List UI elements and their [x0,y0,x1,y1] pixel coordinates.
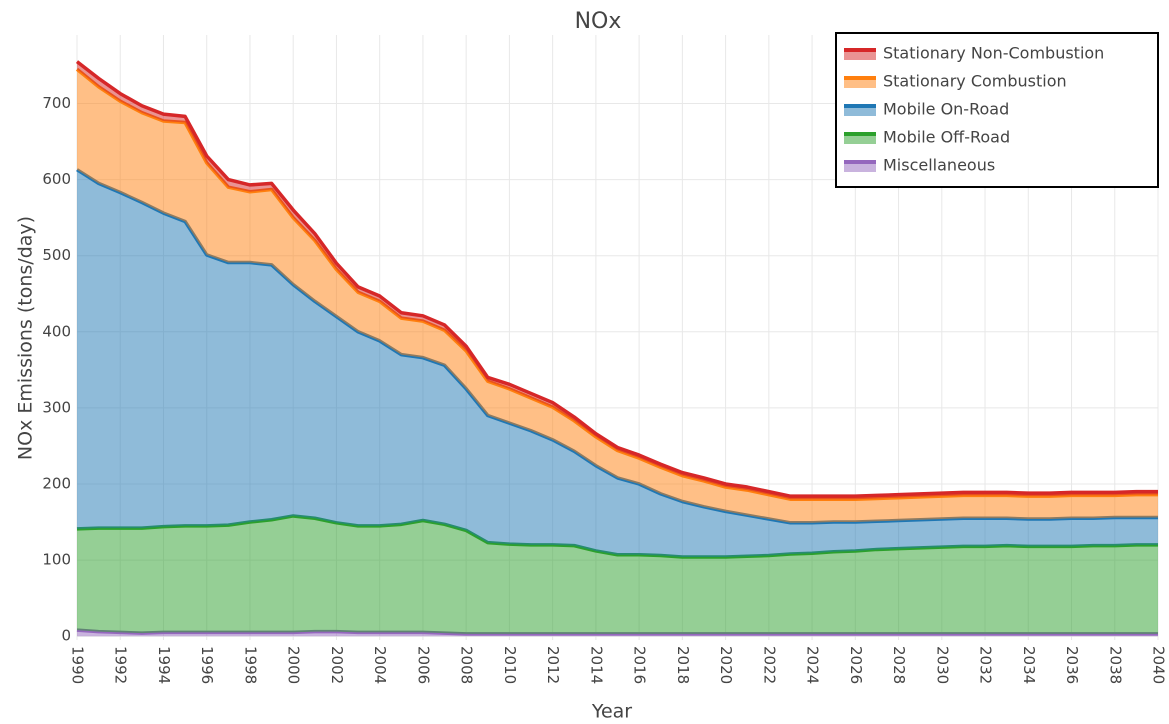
x-tick-label: 2006 [414,646,432,684]
y-tick-label: 600 [42,170,71,188]
area-line [75,60,1158,498]
x-tick-label: 2022 [760,646,778,684]
y-axis-title: NOx Emissions (tons/day) [15,216,37,460]
x-tick-label: 2040 [1150,646,1168,684]
x-tick-label: 2026 [847,646,865,684]
legend-label: Stationary Combustion [883,72,1067,91]
axes: 0 100 200 300 400 500 600 700 1990 1992 1994 1996 19… [42,94,1167,684]
x-tick-label: 1990 [69,646,87,684]
area [77,515,1158,634]
x-tick-label: 2030 [933,646,951,684]
x-tick-label: 2002 [328,646,346,684]
y-tick-label: 200 [42,474,71,492]
y-tick-label: 400 [42,322,71,340]
legend-box [835,32,1159,188]
x-tick-label: 1998 [241,646,259,684]
x-tick-label: 1996 [198,646,216,684]
y-tick-label: 700 [42,94,71,112]
x-tick-label: 2010 [501,646,519,684]
x-tick-label: 2004 [371,646,389,684]
x-tick-label: 2028 [890,646,908,684]
legend: Stationary Non-Combustion Stationary Comb… [835,32,1159,188]
chart-title: NOx [575,9,622,34]
x-tick-label: 2016 [631,646,649,684]
x-tick-label: 2034 [1020,646,1038,684]
y-tick-label: 0 [61,627,71,645]
x-tick-label: 2032 [977,646,995,684]
legend-label: Mobile Off-Road [883,128,1010,147]
x-tick-label: 2038 [1106,646,1124,684]
y-tick-label: 300 [42,398,71,416]
x-tick-label: 1994 [155,646,173,684]
legend-label: Stationary Non-Combustion [883,44,1104,63]
x-tick-label: 2012 [544,646,562,684]
x-tick-label: 2008 [458,646,476,684]
x-tick-label: 1992 [112,646,130,684]
area [77,169,1158,558]
plot [75,60,1158,637]
y-tick-label: 500 [42,246,71,264]
x-tick-label: 2014 [587,646,605,684]
area-line [76,628,1158,636]
x-tick-label: 2000 [285,646,303,684]
y-tick-label: 100 [42,551,71,569]
x-tick-label: 2036 [1063,646,1081,684]
legend-label: Miscellaneous [883,156,995,175]
x-tick-label: 2020 [717,646,735,684]
x-axis-title: Year [591,701,632,723]
x-tick-label: 2018 [674,646,692,684]
legend-label: Mobile On-Road [883,100,1009,119]
x-tick-label: 2024 [804,646,822,684]
